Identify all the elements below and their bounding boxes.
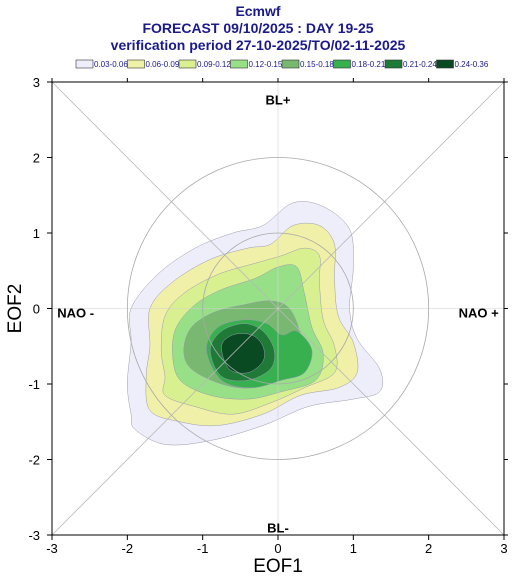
x-tick-label: 3 [500, 541, 507, 556]
axis-ticks: -3 -2 -1 0 1 2 3 -3 -2 -1 0 1 2 3 [28, 75, 508, 556]
legend-item: 0.24-0.36 [436, 59, 489, 69]
legend-label: 0.03-0.06 [94, 60, 128, 69]
y-tick-label: -3 [28, 528, 40, 543]
y-axis-title: EOF2 [5, 284, 26, 334]
legend-swatch [127, 59, 145, 69]
region-label-bl-minus: BL- [267, 521, 289, 536]
legend-label: 0.12-0.15 [249, 60, 283, 69]
legend-label: 0.24-0.36 [455, 60, 489, 69]
legend-label: 0.09-0.12 [197, 60, 231, 69]
y-tick-label: 3 [33, 75, 40, 90]
reference-lines [51, 81, 505, 536]
legend-swatch [75, 59, 94, 69]
region-label-bl-plus: BL+ [266, 93, 291, 108]
x-tick-label: -3 [46, 541, 58, 556]
legend-item: 0.03-0.06 [75, 59, 128, 69]
legend: 0.03-0.06 0.06-0.09 0.09-0.12 0.12-0.15 0.15… [75, 59, 489, 69]
legend-swatch [333, 59, 351, 69]
legend-label: 0.18-0.21 [352, 60, 386, 69]
y-tick-label: -2 [28, 453, 40, 468]
x-tick-label: 1 [350, 541, 357, 556]
reference-circle [126, 157, 430, 460]
legend-item: 0.09-0.12 [178, 59, 231, 69]
legend-item: 0.15-0.18 [281, 59, 334, 69]
legend-label: 0.06-0.09 [146, 60, 180, 69]
x-tick-label: 2 [425, 541, 432, 556]
legend-swatch [281, 59, 300, 69]
y-tick-label: 2 [33, 151, 40, 166]
legend-item: 0.12-0.15 [230, 59, 283, 69]
legend-label: 0.15-0.18 [300, 60, 334, 69]
x-tick-label: 0 [274, 541, 281, 556]
x-tick-label: -2 [122, 541, 134, 556]
legend-label: 0.21-0.24 [403, 60, 437, 69]
legend-swatch [436, 59, 454, 69]
legend-swatch [384, 59, 403, 69]
legend-item: 0.21-0.24 [384, 59, 437, 69]
reference-circle [202, 232, 354, 385]
y-tick-label: 1 [33, 226, 40, 241]
y-tick-label: 0 [33, 302, 40, 317]
legend-swatch [230, 59, 248, 69]
x-tick-label: -1 [197, 541, 209, 556]
legend-item: 0.06-0.09 [127, 59, 180, 69]
region-label-nao-plus: NAO + [459, 306, 500, 321]
legend-item: 0.18-0.21 [333, 59, 386, 69]
forecast-subtitle: FORECAST 09/10/2025 : DAY 19-25 [142, 20, 374, 36]
density-contours [127, 201, 384, 446]
y-tick-label: -1 [28, 377, 40, 392]
verification-subtitle: verification period 27-10-2025/TO/02-11-… [110, 37, 406, 53]
legend-swatch [178, 59, 197, 69]
density-contour [221, 333, 265, 374]
x-axis-title: EOF1 [253, 556, 303, 577]
plot-area: -3 -2 -1 0 1 2 3 -3 -2 -1 0 1 2 3 [28, 75, 508, 556]
region-label-nao-minus: NAO - [57, 306, 94, 321]
chart-title: Ecmwf [235, 3, 281, 19]
